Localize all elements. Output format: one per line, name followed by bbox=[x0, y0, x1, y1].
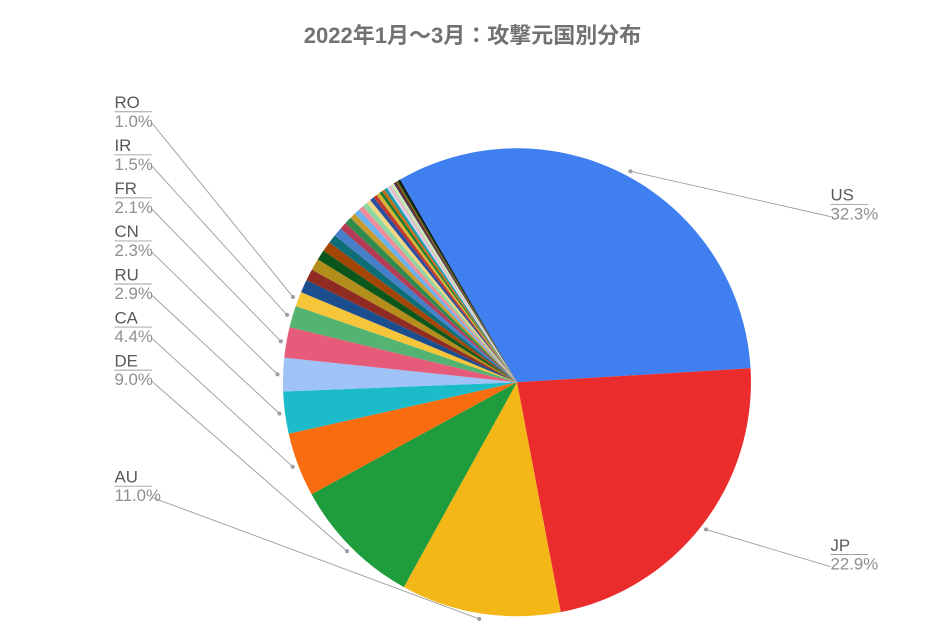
slice-label-code: CA bbox=[114, 308, 138, 327]
chart-title: 2022年1月～3月：攻撃元国別分布 bbox=[0, 0, 945, 50]
leader-line bbox=[152, 209, 281, 341]
slice-label-pct: 1.5% bbox=[114, 155, 152, 174]
leader-dot bbox=[277, 411, 281, 415]
slice-label-pct: 2.1% bbox=[114, 198, 152, 217]
slice-label-code: FR bbox=[114, 179, 136, 198]
leader-line bbox=[152, 338, 293, 467]
leader-dot bbox=[291, 465, 295, 469]
slice-label-code: DE bbox=[114, 351, 137, 370]
slice-label-pct: 2.3% bbox=[114, 241, 152, 260]
slice-label-pct: 32.3% bbox=[831, 204, 879, 223]
slice-label-code: RO bbox=[114, 93, 139, 112]
pie-chart: US32.3% JP22.9% AU11.0% DE9.0% CA4.4% RU2.9% C… bbox=[0, 50, 945, 625]
slice-label-code: US bbox=[831, 186, 854, 205]
leader-dot bbox=[291, 295, 295, 299]
leader-dot bbox=[279, 339, 283, 343]
leader-line bbox=[152, 166, 287, 315]
leader-line bbox=[706, 529, 830, 566]
leader-dot bbox=[275, 372, 279, 376]
slice-label-code: AU bbox=[114, 467, 137, 486]
leader-dot bbox=[628, 169, 632, 173]
leader-line bbox=[152, 123, 293, 297]
slice-label-code: RU bbox=[114, 265, 138, 284]
leader-dot bbox=[477, 617, 481, 621]
slice-label-pct: 1.0% bbox=[114, 112, 152, 131]
slice-label-pct: 4.4% bbox=[114, 327, 152, 346]
slice-label-pct: 11.0% bbox=[114, 486, 161, 505]
leader-dot bbox=[285, 313, 289, 317]
slice-label-pct: 9.0% bbox=[114, 370, 152, 389]
slice-label-pct: 2.9% bbox=[114, 284, 152, 303]
slice-label-pct: 22.9% bbox=[831, 554, 879, 573]
slice-label-code: JP bbox=[831, 536, 851, 555]
leader-dot bbox=[704, 527, 708, 531]
leader-line bbox=[152, 295, 279, 413]
slice-label-code: CN bbox=[114, 222, 138, 241]
leader-dot bbox=[345, 549, 349, 553]
slice-label-code: IR bbox=[114, 136, 131, 155]
